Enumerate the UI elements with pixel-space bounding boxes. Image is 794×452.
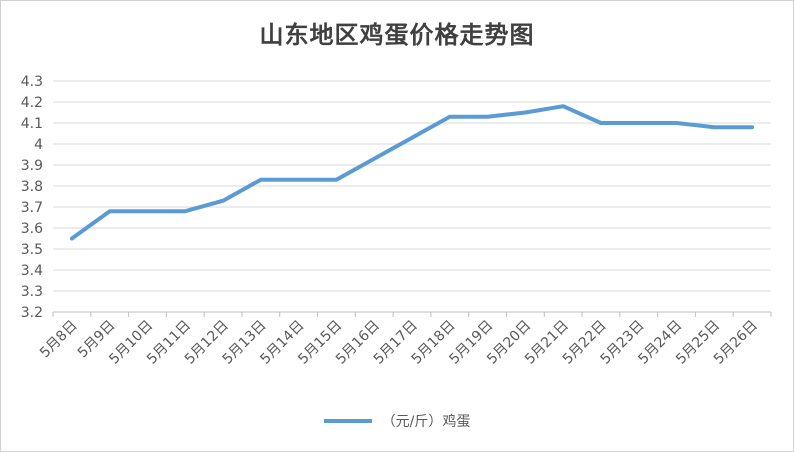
y-tick-label: 4.2 xyxy=(21,95,43,111)
y-tick-label: 4 xyxy=(34,137,43,153)
y-tick-label: 3.7 xyxy=(21,200,43,216)
x-tick-label: 5月8日 xyxy=(37,318,81,362)
chart-title: 山东地区鸡蛋价格走势图 xyxy=(259,21,535,49)
chart-legend: （元/斤）鸡蛋 xyxy=(1,411,793,431)
y-tick-label: 3.2 xyxy=(21,305,43,321)
series-line xyxy=(69,104,755,241)
y-tick-label: 4.3 xyxy=(21,74,43,90)
legend-label: （元/斤）鸡蛋 xyxy=(381,414,471,430)
y-tick-label: 3.3 xyxy=(21,284,43,300)
y-tick-label: 3.4 xyxy=(21,263,43,279)
y-tick-label: 3.8 xyxy=(21,179,43,195)
y-tick-label: 3.9 xyxy=(21,158,43,174)
y-tick-label: 3.6 xyxy=(21,221,43,237)
legend-swatch xyxy=(323,419,372,423)
y-tick-label: 3.5 xyxy=(21,242,43,258)
y-tick-label: 4.1 xyxy=(21,116,43,132)
